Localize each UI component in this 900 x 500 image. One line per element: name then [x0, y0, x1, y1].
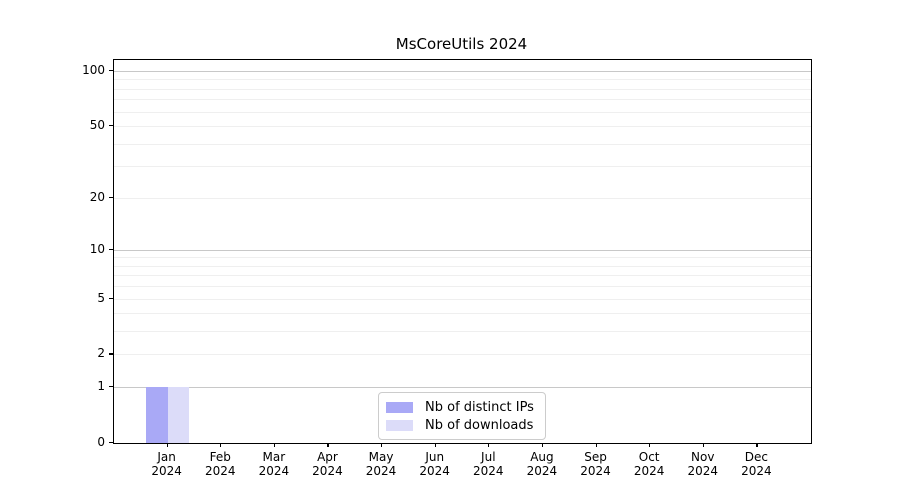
y-gridline-minor	[114, 257, 811, 259]
y-gridline-major	[114, 249, 811, 251]
x-tick-mark	[273, 443, 276, 447]
y-tick-label: 50	[89, 118, 105, 133]
x-tick-label: Nov 2024	[687, 450, 719, 478]
x-tick-mark	[381, 443, 383, 447]
y-gridline-minor	[114, 99, 811, 101]
y-tick-label: 20	[89, 189, 105, 204]
y-tick-label: 100	[82, 63, 105, 77]
y-gridline-minor	[114, 298, 811, 300]
x-tick-label: Apr 2024	[312, 450, 343, 478]
x-tick-label: Jan 2024	[151, 450, 182, 478]
y-gridline-minor	[114, 313, 811, 315]
y-tick-mark	[109, 442, 113, 444]
legend-entry-downloads: Nb of downloads	[386, 416, 538, 434]
x-tick-label: Sep 2024	[580, 450, 611, 478]
legend-entry-distinct-ips: Nb of distinct IPs	[386, 398, 538, 416]
plot-area	[113, 59, 812, 444]
legend-label-distinct-ips: Nb of distinct IPs	[425, 399, 534, 415]
y-tick-label: 5	[97, 290, 105, 305]
y-gridline-minor	[114, 354, 811, 356]
y-gridline-minor	[114, 265, 811, 267]
legend-swatch-distinct-ips	[386, 401, 413, 413]
y-tick-mark	[109, 125, 113, 127]
chart-title: MsCoreUtils 2024	[395, 35, 528, 53]
y-gridline-minor	[114, 331, 811, 333]
y-gridline-major	[114, 387, 811, 389]
x-tick-label: Mar 2024	[258, 450, 290, 478]
x-tick-mark	[702, 443, 704, 447]
x-tick-mark	[756, 443, 758, 447]
legend-label-downloads: Nb of downloads	[425, 417, 534, 433]
y-gridline-minor	[114, 286, 811, 288]
x-tick-label: Jun 2024	[419, 450, 450, 478]
y-gridline-minor	[114, 79, 811, 81]
x-tick-label: Aug 2024	[526, 450, 558, 478]
x-tick-label: Oct 2024	[633, 450, 665, 478]
legend: Nb of distinct IPs Nb of downloads	[378, 392, 546, 440]
y-gridline-major	[114, 71, 811, 72]
y-gridline-minor	[114, 275, 811, 277]
x-tick-mark	[434, 443, 436, 447]
y-tick-label: 1	[97, 379, 105, 394]
bar-distinct-ips-jan	[146, 387, 168, 443]
x-tick-label: May 2024	[365, 450, 397, 478]
x-tick-mark	[327, 443, 329, 447]
x-tick-mark	[220, 443, 222, 447]
y-gridline-minor	[114, 143, 811, 145]
y-tick-mark	[109, 70, 113, 72]
x-tick-mark	[595, 443, 597, 447]
y-gridline-minor	[114, 197, 811, 199]
x-tick-label: Jul 2024	[473, 450, 504, 478]
y-tick-mark	[109, 248, 113, 250]
y-tick-label: 0	[97, 435, 105, 449]
y-tick-label: 2	[97, 346, 105, 361]
y-gridline-minor	[114, 126, 811, 128]
y-tick-mark	[109, 297, 113, 299]
x-tick-label: Dec 2024	[741, 450, 772, 478]
legend-swatch-downloads	[386, 419, 413, 431]
bar-downloads-jan	[167, 387, 190, 443]
y-gridline-minor	[114, 111, 811, 113]
x-tick-label: Feb 2024	[204, 450, 236, 478]
x-tick-mark	[649, 443, 651, 447]
x-tick-mark	[488, 443, 490, 447]
y-tick-mark	[109, 353, 113, 355]
y-gridline-minor	[114, 166, 811, 168]
y-tick-mark	[109, 196, 113, 198]
x-tick-mark	[541, 443, 544, 447]
y-gridline-minor	[114, 88, 811, 90]
x-tick-mark	[166, 443, 168, 447]
y-tick-label: 10	[89, 241, 105, 256]
y-tick-mark	[109, 386, 113, 388]
